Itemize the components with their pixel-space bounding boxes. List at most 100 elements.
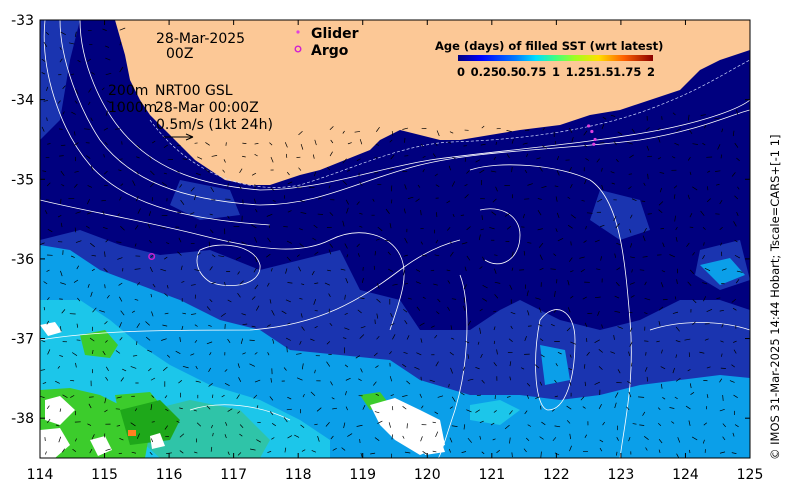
current-vector (509, 410, 513, 415)
current-vector (221, 394, 225, 398)
current-vector (194, 451, 198, 454)
current-vector (538, 324, 543, 327)
current-vector (526, 395, 530, 399)
current-vector (355, 355, 360, 359)
current-vector (582, 296, 587, 300)
current-vector (420, 210, 422, 216)
current-vector (706, 198, 711, 203)
current-vector (435, 361, 439, 367)
current-vector (629, 214, 633, 219)
current-vector (163, 144, 168, 148)
current-vector (452, 156, 456, 159)
current-vector (567, 196, 571, 200)
current-vector (195, 365, 198, 370)
current-vector (691, 436, 698, 441)
current-vector (422, 254, 427, 257)
current-vector (434, 254, 440, 257)
current-vector (432, 450, 437, 453)
current-vector (584, 381, 586, 387)
current-vector (76, 265, 80, 270)
current-vector (148, 367, 152, 372)
current-vector (720, 340, 724, 343)
current-vector (267, 352, 270, 356)
current-vector (511, 139, 514, 144)
current-vector (479, 420, 484, 424)
lat-tick-label: -38 (11, 411, 34, 427)
current-vector (92, 349, 94, 354)
current-vector (102, 226, 108, 230)
current-vector (210, 186, 215, 193)
current-vector (151, 438, 154, 443)
current-vector (343, 422, 346, 429)
current-vector (179, 407, 183, 410)
current-vector (147, 349, 153, 353)
lat-tick-label: -35 (11, 172, 34, 188)
current-vector (478, 234, 481, 241)
current-vector (197, 156, 203, 160)
lon-tick-label: 115 (91, 467, 118, 483)
lon-tick-label: 120 (414, 467, 441, 483)
current-vector (479, 327, 481, 334)
current-vector (554, 395, 558, 398)
current-vector (687, 194, 690, 200)
lon-tick-label: 117 (220, 467, 247, 483)
current-vector (403, 208, 406, 214)
current-vector (639, 424, 645, 426)
current-vector (254, 143, 259, 145)
current-vector (629, 228, 632, 233)
current-vector (570, 270, 574, 273)
current-vector (267, 237, 271, 243)
current-vector (596, 268, 601, 271)
current-vector (287, 282, 293, 284)
current-vector (227, 299, 232, 303)
current-vector (46, 405, 50, 410)
current-vector (494, 294, 499, 299)
current-vector (41, 58, 46, 62)
current-vector (208, 324, 212, 327)
current-vector (692, 186, 698, 191)
current-vector (556, 155, 560, 161)
current-vector (116, 241, 122, 243)
current-vector (342, 158, 347, 164)
current-vector (301, 363, 304, 370)
current-vector (706, 394, 709, 399)
current-vector (151, 140, 156, 144)
current-vector (537, 198, 542, 200)
colorbar-tick-label: 0.25 (471, 65, 499, 79)
current-vector (104, 141, 108, 146)
current-vector (136, 282, 141, 286)
current-vector (465, 340, 470, 344)
current-vector (437, 298, 441, 303)
current-vector (717, 144, 721, 150)
current-vector (451, 298, 457, 300)
streamlines (40, 20, 750, 458)
current-vector (92, 307, 97, 313)
current-vector (179, 450, 184, 454)
current-vector (461, 242, 468, 245)
current-vector (464, 194, 469, 199)
current-vector (674, 215, 676, 222)
current-vector (407, 196, 414, 199)
current-vector (134, 243, 137, 247)
current-vector (272, 200, 276, 202)
current-vector (47, 143, 51, 145)
current-vector (74, 31, 77, 37)
current-vector (661, 270, 666, 273)
current-vector (719, 309, 724, 312)
current-vector (101, 199, 107, 202)
current-vector (554, 290, 556, 297)
current-vector (509, 361, 512, 367)
current-vector (345, 199, 349, 205)
current-vector (627, 141, 633, 145)
current-vector (62, 111, 65, 115)
current-vector (327, 167, 331, 171)
current-vector (616, 451, 618, 456)
current-vector (75, 362, 77, 368)
current-vector (70, 255, 75, 258)
current-vector (566, 405, 572, 410)
current-vector (642, 256, 648, 258)
current-vector (75, 211, 81, 214)
current-vector (74, 438, 77, 442)
current-vector (601, 167, 603, 172)
current-vector (566, 327, 571, 332)
